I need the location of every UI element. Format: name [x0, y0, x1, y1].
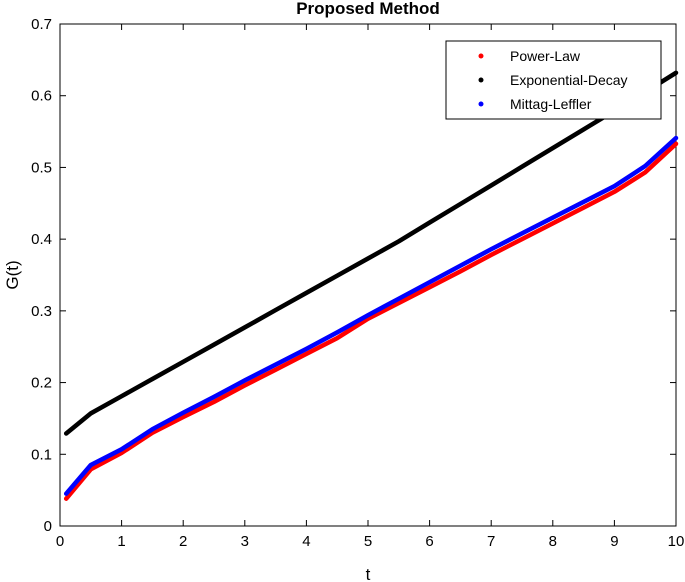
- legend: Power-Law Exponential-Decay Mittag-Leffl…: [445, 40, 662, 120]
- y-tick-label: 0.7: [31, 16, 52, 33]
- x-tick-label: 3: [241, 533, 249, 550]
- y-tick-label: 0: [44, 518, 52, 535]
- legend-label-mittag-leffler: Mittag-Leffler: [510, 96, 592, 112]
- y-tick-label: 0.4: [31, 231, 52, 248]
- legend-label-exponential-decay: Exponential-Decay: [510, 72, 628, 88]
- y-tick-label: 0.1: [31, 446, 52, 463]
- legend-marker-mittag-leffler: [478, 101, 484, 107]
- x-tick-label: 2: [179, 533, 187, 550]
- y-tick-label: 0.3: [31, 303, 52, 320]
- legend-marker-power-law: [478, 53, 484, 59]
- x-axis-label: t: [366, 565, 371, 582]
- y-tick-label: 0.6: [31, 88, 52, 105]
- x-tick-label: 5: [364, 533, 372, 550]
- y-tick-label: 0.5: [31, 159, 52, 176]
- x-tick-label: 4: [302, 533, 310, 550]
- chart-title: Proposed Method: [296, 0, 440, 18]
- legend-label-power-law: Power-Law: [510, 48, 581, 64]
- y-axis-label: G(t): [3, 260, 22, 289]
- series-layer: [63, 70, 679, 501]
- x-axis-ticks: 0 1 2 3 4 5 6 7 8 9 10: [56, 24, 685, 550]
- series-line-mittag-leffler: [63, 135, 679, 496]
- x-tick-label: 6: [425, 533, 433, 550]
- x-tick-label: 1: [117, 533, 125, 550]
- x-tick-label: 8: [549, 533, 557, 550]
- x-tick-label: 7: [487, 533, 495, 550]
- x-tick-label: 9: [610, 533, 618, 550]
- x-tick-label: 0: [56, 533, 64, 550]
- series-line-exponential-decay: [63, 70, 679, 436]
- series-line-power-law: [63, 141, 679, 501]
- y-axis-ticks: 0 0.1 0.2 0.3 0.4 0.5 0.6 0.7: [31, 16, 676, 535]
- y-tick-label: 0.2: [31, 375, 52, 392]
- x-tick-label: 10: [668, 533, 685, 550]
- legend-marker-exponential-decay: [478, 77, 484, 83]
